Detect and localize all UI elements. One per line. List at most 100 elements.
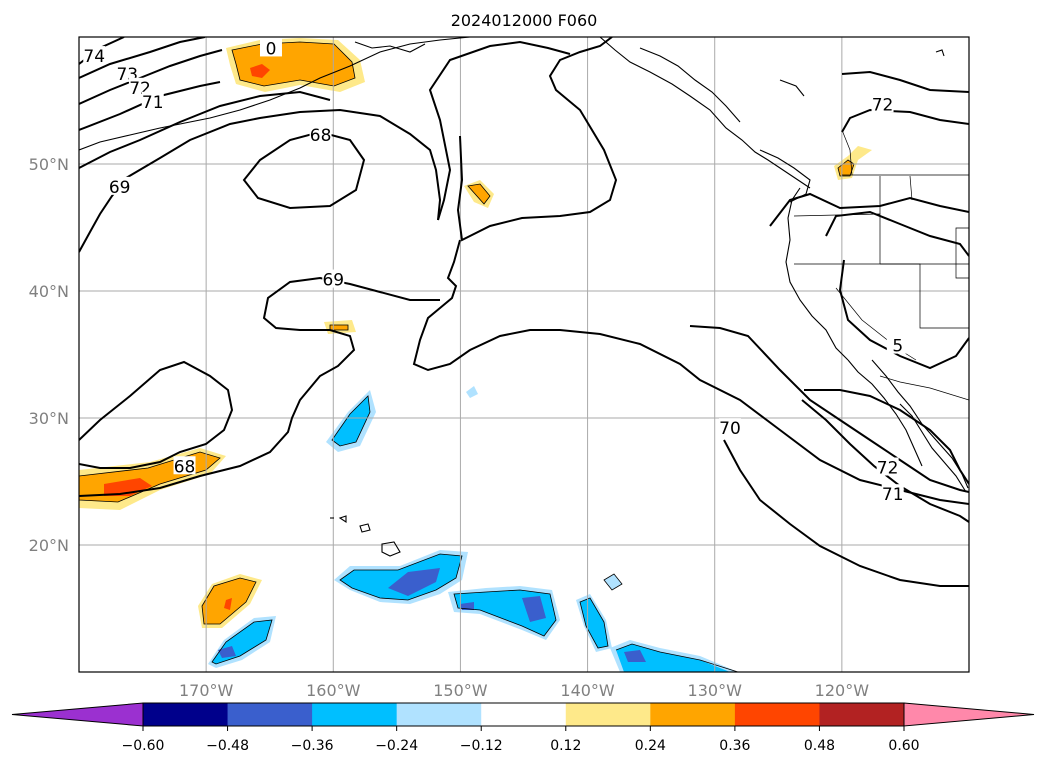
- contour-label: 70: [719, 419, 741, 439]
- colorbar-tick-label: −0.24: [375, 738, 418, 754]
- colorbar-tick-label: 0.60: [888, 738, 919, 754]
- colorbar-tick-label: 0.24: [635, 738, 666, 754]
- contour-label: 72: [877, 459, 899, 479]
- contour-70-south: [723, 439, 969, 587]
- positive-anomaly-area: [250, 64, 270, 78]
- longitude-labels: 170°W 160°W 150°W 140°W 130°W 120°W: [179, 681, 869, 700]
- longitude-tick-label: 160°W: [306, 681, 361, 700]
- negative-anomaly-area: [340, 554, 462, 600]
- positive-anomaly-area: [224, 598, 232, 610]
- colorbar-tick-label: −0.36: [291, 738, 334, 754]
- contour-72-north: [841, 70, 969, 93]
- negative-anomaly-area: [522, 596, 546, 622]
- colorbar-segment: [396, 703, 482, 726]
- contour-68-closed: [242, 130, 366, 210]
- latitude-tick-label: 40°N: [29, 282, 69, 301]
- positive-anomaly-area: [232, 42, 355, 86]
- colorbar-segment: [227, 703, 313, 726]
- contour-label-bg: [129, 77, 152, 96]
- negative-anomaly-area: [332, 396, 370, 446]
- negative-anomaly-area: [388, 568, 440, 596]
- colorbar-extend-min: [11, 702, 144, 727]
- positive-anomaly-area: [104, 478, 152, 496]
- negative-anomaly-area: [580, 598, 608, 648]
- map-title: 2024012000 F060: [451, 11, 598, 30]
- longitude-tick-label: 140°W: [560, 681, 615, 700]
- contour-70: [689, 325, 969, 493]
- latitude-tick-label: 20°N: [29, 536, 69, 555]
- contour-69: [79, 108, 442, 253]
- contour-73: [79, 37, 206, 79]
- colorbar-segment: [143, 703, 229, 726]
- colorbar-tick-label: 0.36: [719, 738, 750, 754]
- contour-label-bg: [173, 456, 196, 475]
- latitude-tick-label: 50°N: [29, 155, 69, 174]
- contour-label: 74: [83, 47, 105, 67]
- contour-label: 69: [109, 178, 131, 198]
- contour-ne-inner: [838, 259, 969, 370]
- latitude-tick-label: 30°N: [29, 409, 69, 428]
- colorbar-segment: [481, 703, 567, 726]
- longitude-tick-label: 170°W: [179, 681, 234, 700]
- contour-70-north: [79, 90, 331, 169]
- positive-anomaly-area: [468, 184, 490, 204]
- map-background: [79, 37, 969, 672]
- longitude-tick-label: 150°W: [433, 681, 488, 700]
- colorbar-tick-label: −0.12: [460, 738, 503, 754]
- colorbar-segment: [565, 703, 651, 726]
- colorbar-segment: [650, 703, 736, 726]
- contour-71-se: [801, 399, 969, 523]
- colorbar-extend-max: [903, 702, 1035, 727]
- colorbar-tick-label: −0.60: [122, 738, 165, 754]
- negative-anomaly-area: [616, 644, 730, 672]
- negative-anomaly-area: [624, 650, 646, 662]
- latitude-labels: 50°N 40°N 30°N 20°N: [29, 155, 69, 555]
- longitude-tick-label: 130°W: [688, 681, 743, 700]
- colorbar-segment: [819, 703, 905, 726]
- contour-label-bg: [881, 484, 904, 503]
- negative-anomaly-area: [466, 386, 478, 398]
- colorbar-tick-label: −0.48: [206, 738, 249, 754]
- contour-label: 72: [872, 95, 894, 115]
- negative-anomaly-area: [218, 646, 236, 658]
- contour-label-bg: [259, 38, 282, 57]
- longitude-tick-label: 120°W: [815, 681, 870, 700]
- contour-label: 71: [882, 485, 904, 505]
- colorbar-tick-label: 0.48: [804, 738, 835, 754]
- contour-label-bg: [141, 91, 164, 110]
- contour-label: 68: [310, 126, 332, 146]
- contour-label-bg: [83, 46, 106, 65]
- contour-ne-low: [825, 210, 969, 257]
- negative-anomaly-area: [604, 574, 622, 590]
- contour-69-south: [412, 239, 969, 505]
- positive-anomaly-area: [330, 325, 348, 330]
- map-frame: [78, 36, 970, 673]
- colorbar-tick-label: 0.12: [550, 738, 581, 754]
- contour-label: 0: [266, 39, 277, 59]
- colorbar-segment: [734, 703, 820, 726]
- negative-anomaly-area: [460, 602, 474, 610]
- colorbar-frame: [142, 702, 905, 727]
- contour-label: 68: [174, 457, 196, 477]
- contour-label-bg: [309, 124, 332, 143]
- contour-label-bg: [322, 269, 345, 288]
- contour-68-south: [79, 360, 234, 469]
- contour-label-bg: [116, 63, 139, 82]
- contour-69-east: [428, 40, 571, 221]
- contour-label-bg: [871, 94, 894, 113]
- contour-label-bg: [718, 418, 741, 437]
- colorbar: −0.60 −0.48 −0.36 −0.24 −0.12 0.12 0.24 0.36 0.4…: [11, 702, 1035, 754]
- contour-label-bg: [876, 457, 899, 476]
- contour-label-bg: [886, 335, 909, 354]
- political-borders: [793, 129, 969, 401]
- contour-69-loop: [456, 37, 618, 242]
- contour-label: 69: [322, 271, 344, 291]
- colorbar-segment: [312, 703, 398, 726]
- contour-label: 71: [142, 93, 164, 113]
- contour-label-bg: [108, 176, 131, 195]
- contour-ne-loop: [769, 192, 969, 227]
- contour-72: [79, 49, 223, 105]
